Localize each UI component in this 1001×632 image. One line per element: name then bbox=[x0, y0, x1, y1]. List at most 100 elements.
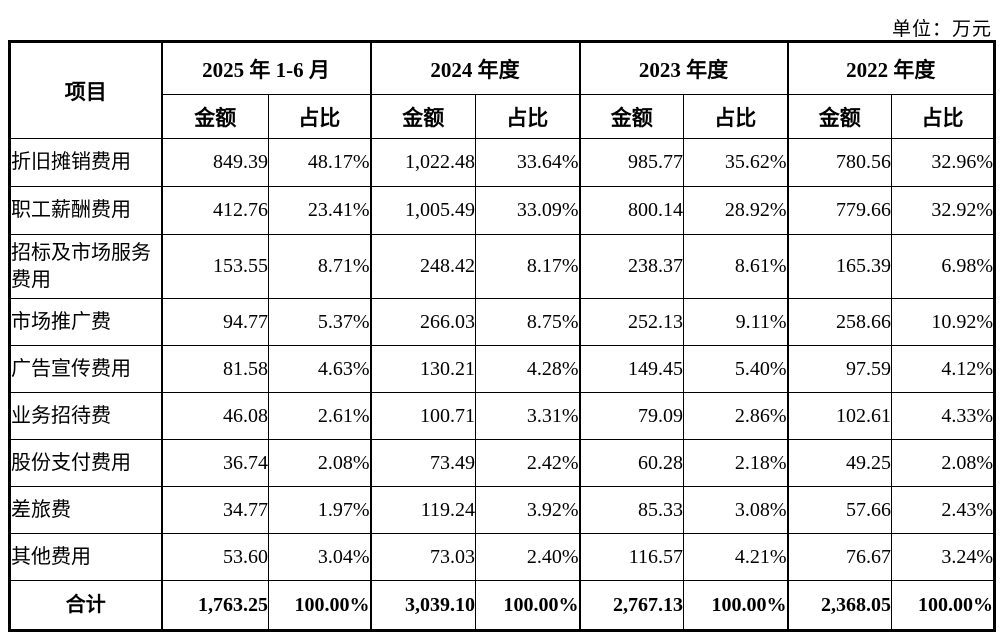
row-label: 市场推广费 bbox=[9, 298, 162, 346]
header-ratio-2025h1: 占比 bbox=[268, 94, 371, 139]
ratio-cell: 2.40% bbox=[475, 533, 580, 581]
amount-cell: 849.39 bbox=[160, 138, 269, 187]
total-row: 合计 1,763.25 100.00% 3,039.10 100.00% 2,7… bbox=[9, 580, 995, 631]
ratio-cell: 2.43% bbox=[891, 486, 995, 534]
header-period-2023: 2023 年度 bbox=[578, 41, 788, 95]
amount-cell: 1,005.49 bbox=[369, 186, 476, 235]
amount-cell: 130.21 bbox=[369, 345, 476, 393]
total-ratio-cell: 100.00% bbox=[475, 580, 580, 631]
header-ratio-2024: 占比 bbox=[475, 94, 580, 139]
row-label: 业务招待费 bbox=[9, 392, 162, 440]
amount-cell: 76.67 bbox=[786, 533, 892, 581]
ratio-cell: 2.42% bbox=[475, 439, 580, 487]
header-ratio-2023: 占比 bbox=[683, 94, 788, 139]
ratio-cell: 8.71% bbox=[268, 234, 371, 299]
ratio-cell: 2.86% bbox=[683, 392, 788, 440]
ratio-cell: 4.33% bbox=[891, 392, 995, 440]
amount-cell: 252.13 bbox=[578, 298, 684, 346]
total-ratio-cell: 100.00% bbox=[268, 580, 371, 631]
ratio-cell: 32.96% bbox=[891, 138, 995, 187]
ratio-cell: 8.75% bbox=[475, 298, 580, 346]
ratio-cell: 2.61% bbox=[268, 392, 371, 440]
ratio-cell: 48.17% bbox=[268, 138, 371, 187]
ratio-cell: 8.61% bbox=[683, 234, 788, 299]
amount-cell: 85.33 bbox=[578, 486, 684, 534]
ratio-cell: 33.64% bbox=[475, 138, 580, 187]
amount-cell: 238.37 bbox=[578, 234, 684, 299]
total-ratio-cell: 100.00% bbox=[891, 580, 995, 631]
amount-cell: 73.49 bbox=[369, 439, 476, 487]
header-amount-2025h1: 金额 bbox=[160, 94, 269, 139]
amount-cell: 149.45 bbox=[578, 345, 684, 393]
table-row: 其他费用 53.60 3.04% 73.03 2.40% 116.57 4.21… bbox=[9, 533, 995, 581]
ratio-cell: 1.97% bbox=[268, 486, 371, 534]
amount-cell: 266.03 bbox=[369, 298, 476, 346]
ratio-cell: 9.11% bbox=[683, 298, 788, 346]
amount-cell: 1,022.48 bbox=[369, 138, 476, 187]
amount-cell: 248.42 bbox=[369, 234, 476, 299]
row-label: 广告宣传费用 bbox=[9, 345, 162, 393]
header-period-2025h1: 2025 年 1-6 月 bbox=[160, 41, 371, 95]
amount-cell: 100.71 bbox=[369, 392, 476, 440]
amount-cell: 57.66 bbox=[786, 486, 892, 534]
unit-label: 单位：万元 bbox=[891, 19, 992, 40]
amount-cell: 800.14 bbox=[578, 186, 684, 235]
amount-cell: 79.09 bbox=[578, 392, 684, 440]
table-row: 业务招待费 46.08 2.61% 100.71 3.31% 79.09 2.8… bbox=[9, 392, 995, 440]
table-row: 差旅费 34.77 1.97% 119.24 3.92% 85.33 3.08%… bbox=[9, 486, 995, 534]
total-label: 合计 bbox=[9, 580, 162, 631]
amount-cell: 97.59 bbox=[786, 345, 892, 393]
header-period-2024: 2024 年度 bbox=[369, 41, 580, 95]
ratio-cell: 5.40% bbox=[683, 345, 788, 393]
ratio-cell: 6.98% bbox=[891, 234, 995, 299]
amount-cell: 81.58 bbox=[160, 345, 269, 393]
ratio-cell: 3.31% bbox=[475, 392, 580, 440]
total-ratio-cell: 100.00% bbox=[683, 580, 788, 631]
amount-cell: 36.74 bbox=[160, 439, 269, 487]
ratio-cell: 35.62% bbox=[683, 138, 788, 187]
ratio-cell: 28.92% bbox=[683, 186, 788, 235]
ratio-cell: 33.09% bbox=[475, 186, 580, 235]
total-amount-cell: 3,039.10 bbox=[369, 580, 476, 631]
amount-cell: 46.08 bbox=[160, 392, 269, 440]
header-item: 项目 bbox=[9, 41, 162, 139]
ratio-cell: 4.63% bbox=[268, 345, 371, 393]
amount-cell: 780.56 bbox=[786, 138, 892, 187]
header-row-periods: 项目 2025 年 1-6 月 2024 年度 2023 年度 2022 年度 bbox=[9, 41, 995, 139]
row-label: 差旅费 bbox=[9, 486, 162, 534]
table-row: 招标及市场服务费用 153.55 8.71% 248.42 8.17% 238.… bbox=[9, 234, 995, 299]
amount-cell: 119.24 bbox=[369, 486, 476, 534]
total-amount-cell: 2,368.05 bbox=[786, 580, 892, 631]
amount-cell: 153.55 bbox=[160, 234, 269, 299]
row-label: 招标及市场服务费用 bbox=[9, 234, 162, 299]
row-label: 折旧摊销费用 bbox=[9, 138, 162, 187]
total-amount-cell: 1,763.25 bbox=[160, 580, 269, 631]
ratio-cell: 2.18% bbox=[683, 439, 788, 487]
amount-cell: 165.39 bbox=[786, 234, 892, 299]
header-amount-2022: 金额 bbox=[786, 94, 892, 139]
amount-cell: 102.61 bbox=[786, 392, 892, 440]
amount-cell: 60.28 bbox=[578, 439, 684, 487]
amount-cell: 116.57 bbox=[578, 533, 684, 581]
amount-cell: 258.66 bbox=[786, 298, 892, 346]
expense-breakdown-table: 项目 2025 年 1-6 月 2024 年度 2023 年度 2022 年度 … bbox=[8, 40, 996, 632]
table-row: 市场推广费 94.77 5.37% 266.03 8.75% 252.13 9.… bbox=[9, 298, 995, 346]
header-amount-2024: 金额 bbox=[369, 94, 476, 139]
amount-cell: 53.60 bbox=[160, 533, 269, 581]
ratio-cell: 3.92% bbox=[475, 486, 580, 534]
table-row: 股份支付费用 36.74 2.08% 73.49 2.42% 60.28 2.1… bbox=[9, 439, 995, 487]
amount-cell: 49.25 bbox=[786, 439, 892, 487]
row-label: 职工薪酬费用 bbox=[9, 186, 162, 235]
ratio-cell: 5.37% bbox=[268, 298, 371, 346]
amount-cell: 73.03 bbox=[369, 533, 476, 581]
ratio-cell: 2.08% bbox=[268, 439, 371, 487]
ratio-cell: 32.92% bbox=[891, 186, 995, 235]
ratio-cell: 3.24% bbox=[891, 533, 995, 581]
amount-cell: 985.77 bbox=[578, 138, 684, 187]
header-ratio-2022: 占比 bbox=[891, 94, 995, 139]
amount-cell: 779.66 bbox=[786, 186, 892, 235]
header-period-2022: 2022 年度 bbox=[786, 41, 995, 95]
ratio-cell: 4.28% bbox=[475, 345, 580, 393]
table-row: 折旧摊销费用 849.39 48.17% 1,022.48 33.64% 985… bbox=[9, 138, 995, 187]
ratio-cell: 2.08% bbox=[891, 439, 995, 487]
